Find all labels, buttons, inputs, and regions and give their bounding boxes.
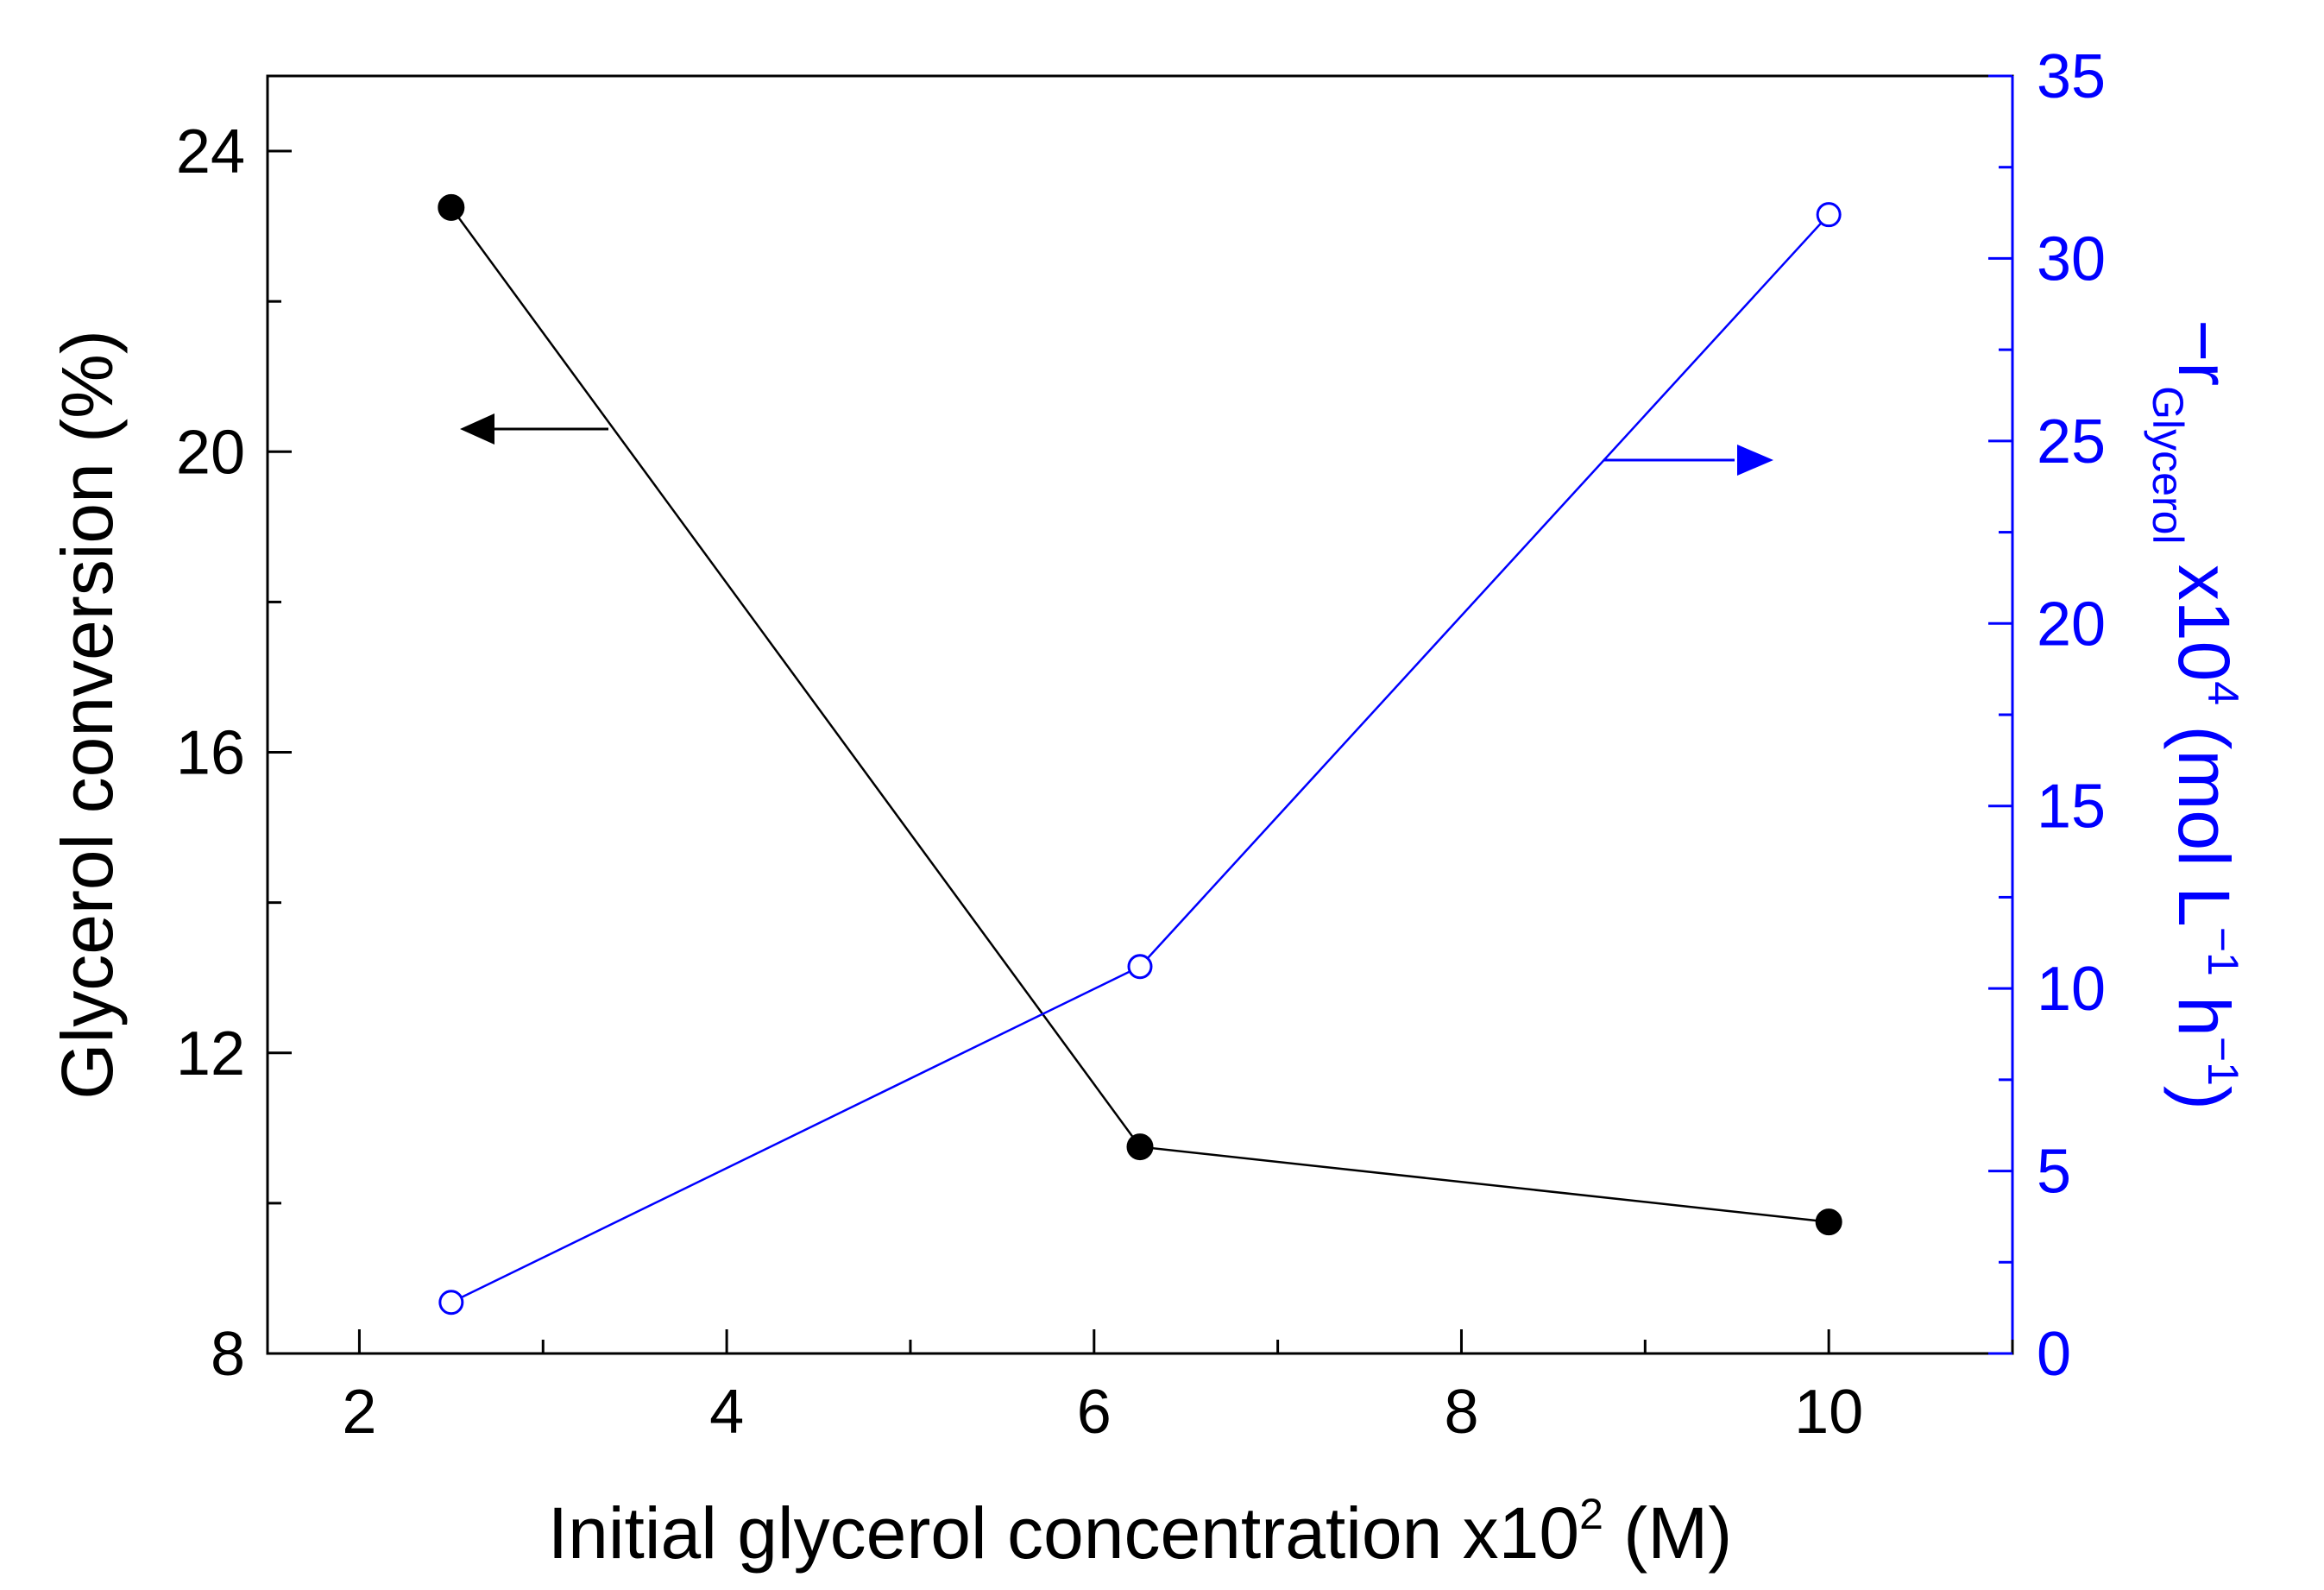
series-2-point (1127, 954, 1153, 980)
left-tick-label: 12 (176, 1019, 245, 1088)
plot-frame (266, 74, 2014, 1355)
left-tick-label: 20 (176, 418, 245, 487)
x-tick-label: 4 (709, 1378, 744, 1447)
x-axis-ticks: 2 4 6 8 10 (342, 1329, 2014, 1447)
x-tick-label: 10 (1794, 1378, 1863, 1447)
right-tick-label: 10 (2037, 955, 2106, 1024)
left-axis-title: Glycerol conversion (%) (47, 330, 128, 1100)
right-tick-label: 0 (2037, 1320, 2071, 1389)
series-2-point (1816, 202, 1842, 228)
series-1-point (1815, 1208, 1842, 1236)
right-tick-label: 5 (2037, 1138, 2071, 1207)
right-tick-label: 25 (2037, 407, 2106, 476)
series-1-point (1126, 1133, 1154, 1161)
left-tick-label: 24 (176, 117, 245, 186)
right-tick-label: 15 (2037, 773, 2106, 842)
left-series-arrow (460, 413, 608, 445)
left-axis-ticks: 8 12 16 20 24 (176, 117, 292, 1389)
x-axis-title: Initial glycerol concentration x102 (M) (548, 1490, 1732, 1574)
right-axis-ticks: 0 5 10 15 20 25 30 35 (1988, 42, 2106, 1389)
series-2-point (438, 1290, 464, 1316)
series-1-point (438, 193, 465, 221)
series-line-1 (450, 206, 1830, 1223)
right-tick-label: 30 (2037, 224, 2106, 293)
x-tick-label: 8 (1444, 1378, 1478, 1447)
x-tick-label: 6 (1077, 1378, 1112, 1447)
left-tick-label: 16 (176, 719, 245, 788)
right-tick-label: 35 (2037, 42, 2106, 111)
right-tick-label: 20 (2037, 590, 2106, 659)
left-tick-label: 8 (211, 1320, 245, 1389)
right-axis-title: −rGlycerol x104 (mol L−1 h−1) (2144, 319, 2247, 1110)
series-points (438, 193, 1842, 1316)
x-tick-label: 2 (342, 1378, 376, 1447)
right-series-arrow (1603, 445, 1773, 476)
